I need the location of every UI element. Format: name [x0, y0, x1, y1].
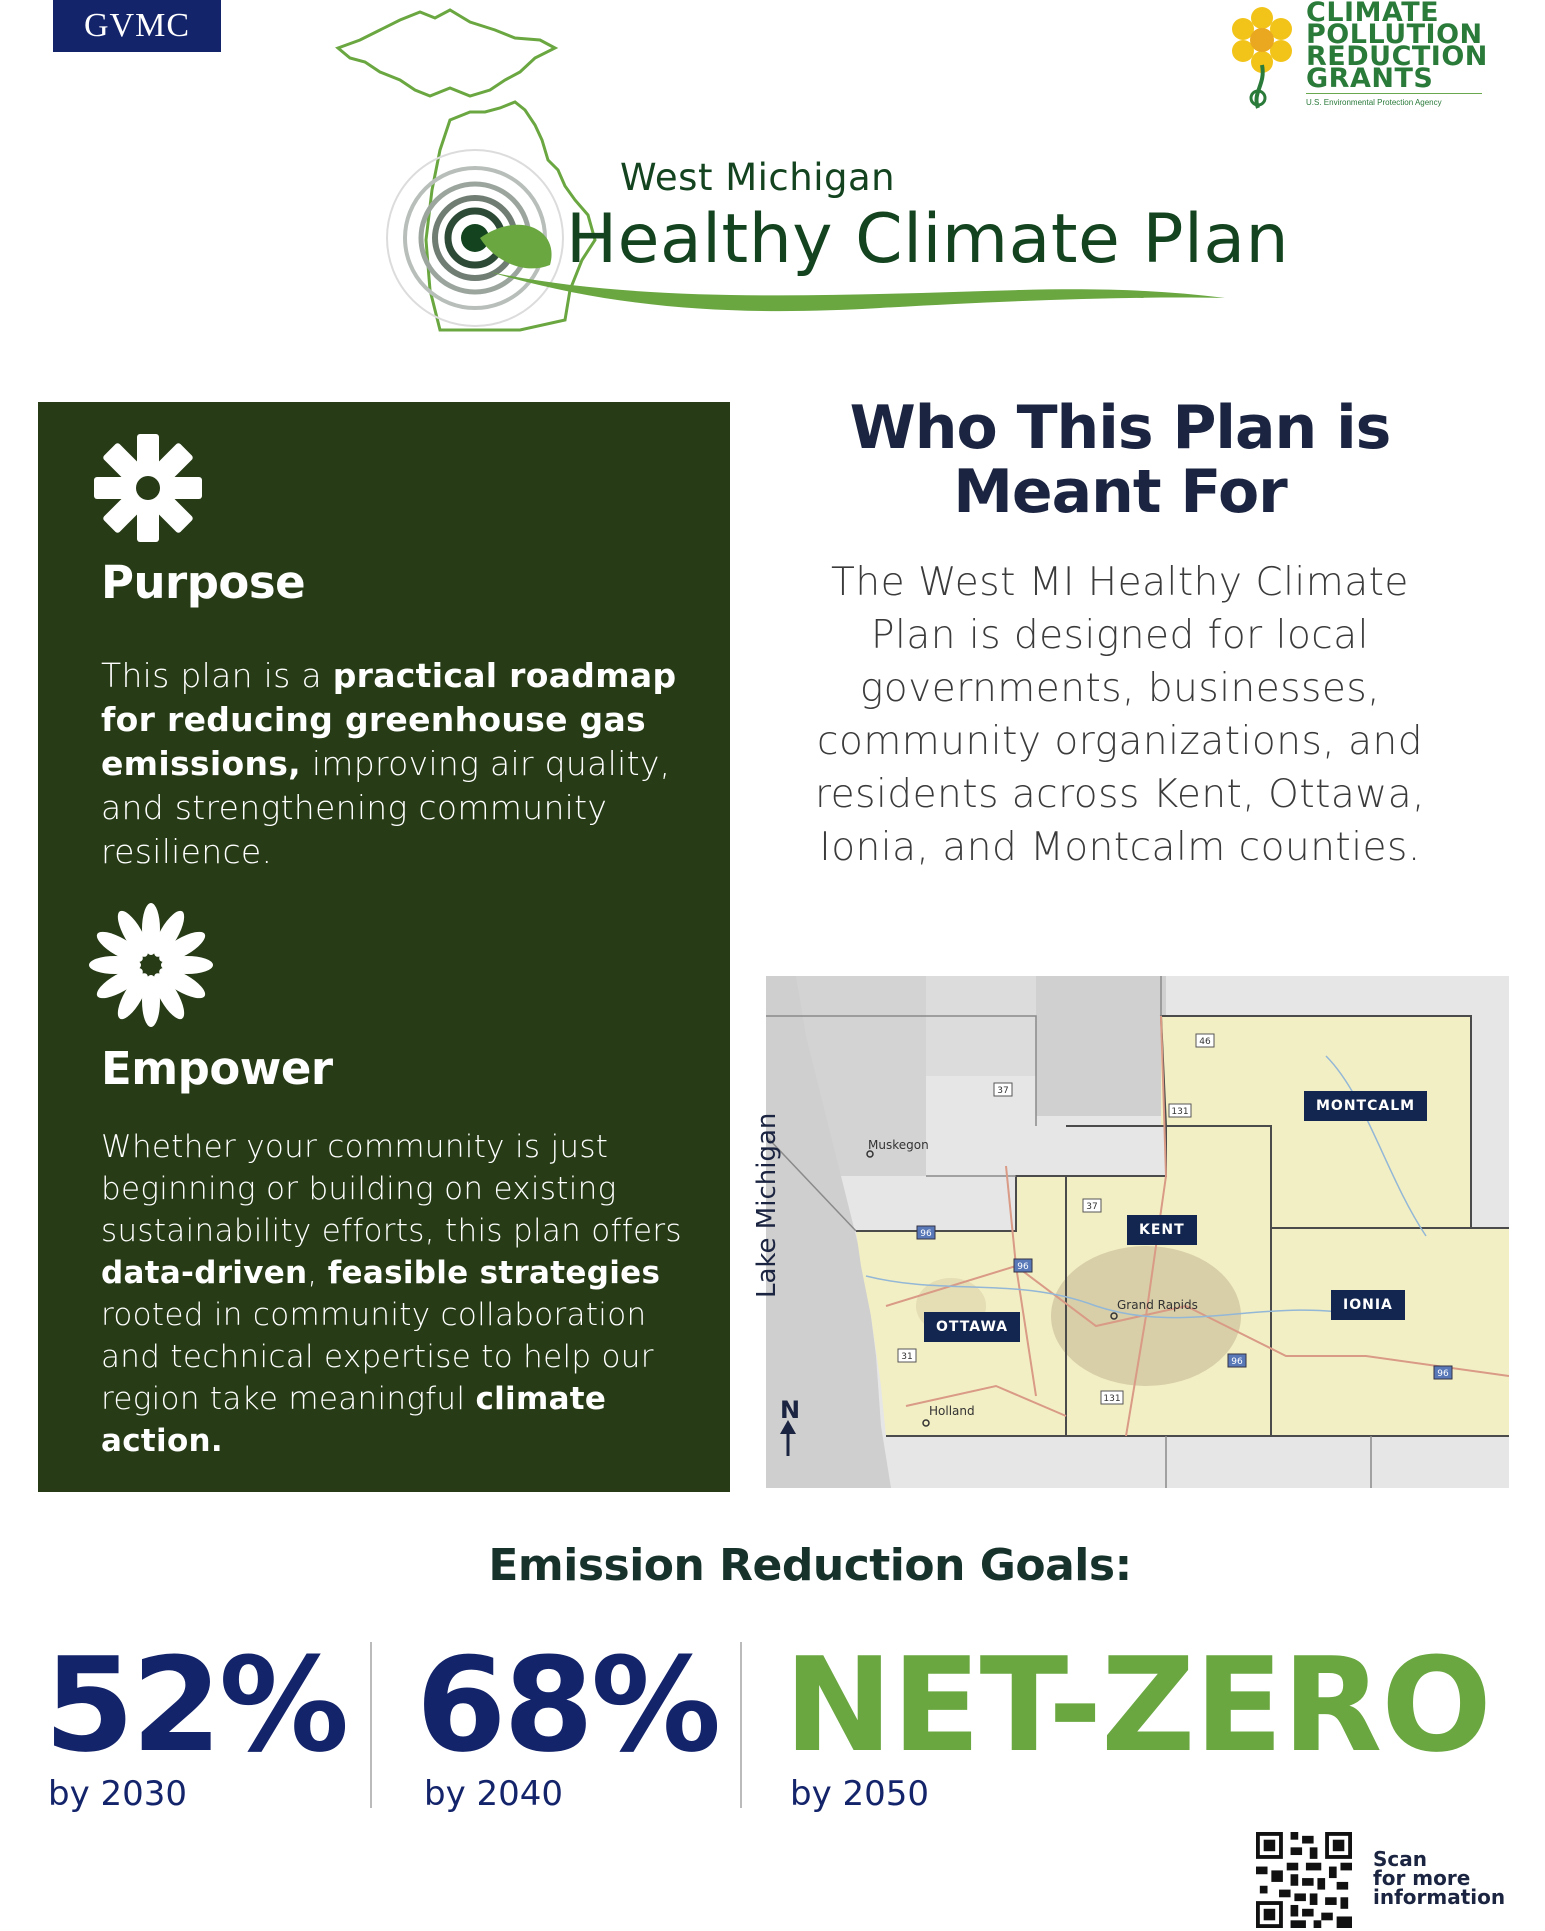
qr-caption: Scan for more information — [1373, 1847, 1506, 1909]
route-46: 46 — [1199, 1037, 1211, 1047]
route-96-west: 96 — [920, 1229, 932, 1239]
who-title: Who This Plan is Meant For — [849, 393, 1392, 527]
route-96-kent: 96 — [1231, 1357, 1243, 1367]
map-north-label: N — [780, 1396, 801, 1424]
route-37-north: 37 — [997, 1086, 1008, 1096]
route-131-north: 131 — [1171, 1107, 1188, 1117]
goal-divider-2 — [740, 1642, 742, 1808]
goal-value-2040: 68% — [416, 1629, 721, 1781]
goal-year-2030: by 2030 — [48, 1774, 188, 1814]
map-city-muskegon: Muskegon — [868, 1138, 929, 1152]
cprg-divider — [1306, 93, 1482, 94]
map-label-montcalm: MONTCALM — [1304, 1091, 1428, 1121]
goal-value-2050: NET-ZERO — [784, 1629, 1492, 1781]
purpose-panel: Purpose This plan is a practical roadmap… — [38, 402, 730, 1492]
qr-code-icon[interactable] — [1256, 1832, 1352, 1928]
route-96-ionia: 96 — [1437, 1369, 1449, 1379]
hero-title-big: Healthy Climate Plan — [566, 200, 1290, 279]
map-label-ottawa: OTTAWA — [924, 1312, 1021, 1342]
cprg-logo-text: CLIMATE POLLUTION REDUCTION GRANTS — [1306, 0, 1488, 94]
goal-year-2050: by 2050 — [790, 1774, 930, 1814]
goal-value-2030: 52% — [44, 1629, 349, 1781]
route-37-kent: 37 — [1086, 1202, 1097, 1212]
gear-burst-icon — [94, 434, 202, 542]
map-label-kent: KENT — [1127, 1215, 1197, 1245]
gvmc-logo: GVMC — [53, 0, 221, 52]
empower-heading: Empower — [101, 1042, 333, 1095]
goal-divider-1 — [370, 1642, 372, 1808]
map-city-holland: Holland — [929, 1404, 975, 1418]
goals-title: Emission Reduction Goals: — [488, 1540, 1132, 1591]
route-96-ottawa: 96 — [1017, 1262, 1029, 1272]
cprg-flower-icon — [1232, 7, 1292, 109]
goal-year-2040: by 2040 — [424, 1774, 564, 1814]
map-city-grand-rapids: Grand Rapids — [1117, 1298, 1198, 1312]
michigan-logo-graphic — [335, 8, 1225, 332]
map-lake-label: Lake Michigan — [752, 1112, 782, 1298]
flower-burst-icon — [89, 903, 213, 1027]
map-label-ionia: IONIA — [1331, 1290, 1405, 1320]
hero-title-small: West Michigan — [620, 156, 896, 199]
cprg-subtitle: U.S. Environmental Protection Agency — [1306, 98, 1442, 107]
empower-text: Whether your community is just beginning… — [101, 1129, 682, 1459]
route-31: 31 — [901, 1352, 912, 1362]
purpose-heading: Purpose — [101, 556, 306, 609]
who-text: The West MI Healthy Climate Plan is desi… — [814, 560, 1426, 870]
purpose-text: This plan is a practical roadmap for red… — [101, 656, 677, 871]
route-131-south: 131 — [1103, 1394, 1120, 1404]
